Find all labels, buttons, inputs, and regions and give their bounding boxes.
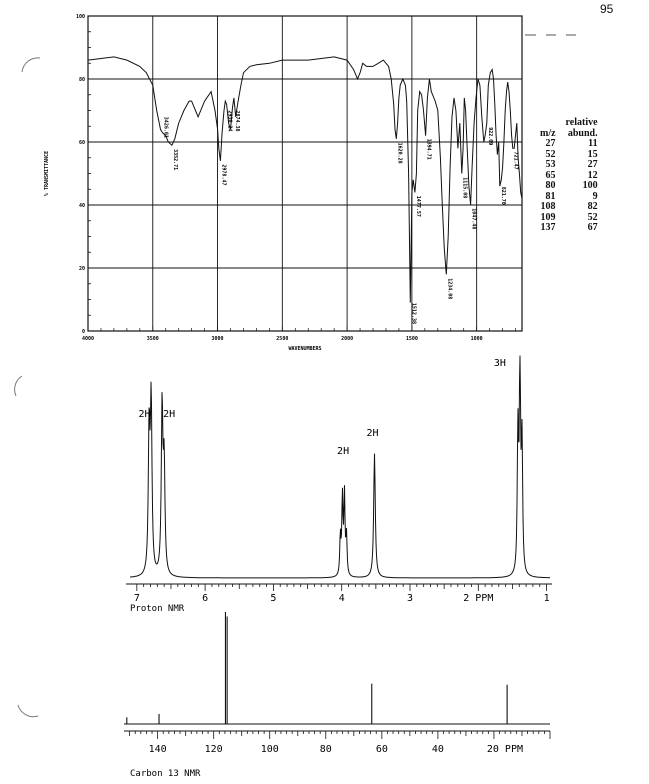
ms-row: 108 82 bbox=[540, 201, 598, 213]
ir-y-tick-label: 20 bbox=[79, 266, 85, 272]
carbon-tick-label: 100 bbox=[261, 744, 279, 755]
ms-abundance: 15 bbox=[587, 148, 598, 160]
ir-x-tick-label: 3000 bbox=[212, 336, 224, 342]
proton-tick-label: 4 bbox=[339, 593, 345, 604]
ir-x-tick-label: 1500 bbox=[406, 336, 418, 342]
proton-tick-label: 3 bbox=[407, 593, 413, 604]
proton-integration-label: 2H bbox=[366, 428, 378, 439]
ir-y-tick-label: 40 bbox=[79, 203, 85, 209]
ir-peak-label: 2874.38 bbox=[234, 111, 240, 132]
ms-mz: 109 bbox=[540, 211, 556, 223]
ir-x-tick-label: 1000 bbox=[471, 336, 483, 342]
ms-abundance: 82 bbox=[587, 201, 598, 212]
ms-row: 52 15 bbox=[540, 148, 598, 161]
ir-y-tick-label: 80 bbox=[79, 77, 85, 83]
ir-y-tick-label: 60 bbox=[79, 140, 85, 146]
ir-x-tick-label: 3500 bbox=[147, 336, 159, 342]
proton-integration-label: 2H bbox=[337, 446, 349, 457]
ir-peak-label: 1620.28 bbox=[396, 143, 402, 164]
carbon-nmr-spectrum: 140 120 100 80 60 40 20 PPM Carbon 13 NMR bbox=[124, 612, 551, 779]
ir-peak-label: 1234.08 bbox=[446, 278, 452, 299]
carbon-tick-label: 120 bbox=[205, 744, 223, 755]
ir-peak-label: 922.09 bbox=[487, 127, 493, 145]
carbon-tick-label: 140 bbox=[149, 744, 167, 755]
ms-row: 109 52 bbox=[540, 211, 598, 224]
ir-peak-label: 721.47 bbox=[513, 152, 519, 170]
ms-mz: 81 bbox=[545, 190, 556, 202]
ms-row: 137 67 bbox=[540, 222, 598, 234]
ms-mz: 27 bbox=[545, 138, 556, 149]
ir-peak-label: 1512.38 bbox=[410, 303, 416, 324]
ms-abundance: 67 bbox=[587, 222, 598, 233]
ms-abundance: 100 bbox=[582, 180, 598, 191]
proton-tick-label: 5 bbox=[270, 593, 276, 604]
ms-header-abund: abund. bbox=[567, 127, 598, 139]
ir-y-axis-title: % TRANSMITTANCE bbox=[44, 151, 50, 196]
ir-peak-label: 1477.57 bbox=[415, 196, 421, 217]
ir-peak-label: 3352.71 bbox=[172, 149, 178, 170]
proton-integration-label: 2H bbox=[138, 409, 150, 420]
proton-tick-label: 7 bbox=[134, 593, 140, 604]
ir-peak-label: 1047.48 bbox=[471, 208, 477, 229]
ms-header-relative: relative bbox=[565, 117, 598, 128]
ir-peak-label: 2978.47 bbox=[220, 164, 226, 185]
ms-row: 53 27 bbox=[540, 159, 598, 171]
ms-row: 80 100 bbox=[540, 180, 598, 192]
ir-x-tick-label: 4000 bbox=[82, 336, 94, 342]
carbon-tick-label: 60 bbox=[376, 744, 388, 755]
ir-peak-label: 2930.24 bbox=[227, 111, 233, 132]
proton-tick-label: 1 bbox=[544, 593, 550, 604]
proton-axis-title: Proton NMR bbox=[130, 604, 185, 614]
ms-row: 65 12 bbox=[540, 169, 598, 182]
proton-tick-label: 2 PPM bbox=[463, 593, 493, 604]
ir-y-tick-label: 100 bbox=[76, 14, 85, 20]
ir-peak-label: 1394.71 bbox=[426, 139, 432, 160]
ms-mz: 137 bbox=[540, 222, 556, 233]
ir-peak-label: 821.70 bbox=[500, 187, 506, 205]
page-number: 95 bbox=[600, 2, 614, 16]
ir-peak-label: 3426.01 bbox=[162, 117, 168, 138]
ir-peak-label: 1115.08 bbox=[462, 177, 468, 198]
ms-mz: 65 bbox=[545, 169, 556, 181]
ms-mz: 53 bbox=[545, 159, 556, 170]
ms-abundance: 52 bbox=[587, 211, 598, 223]
ms-mz: 108 bbox=[540, 201, 556, 212]
carbon-axis-title: Carbon 13 NMR bbox=[130, 769, 201, 779]
ir-x-tick-label: 2500 bbox=[276, 336, 288, 342]
ms-mz: 80 bbox=[545, 180, 556, 191]
ir-y-tick-label: 0 bbox=[82, 329, 85, 335]
ms-row: 27 11 bbox=[540, 138, 598, 150]
ir-x-tick-label: 2000 bbox=[341, 336, 353, 342]
carbon-tick-label: 80 bbox=[320, 744, 332, 755]
proton-tick-label: 6 bbox=[202, 593, 208, 604]
ms-abundance: 9 bbox=[592, 190, 598, 202]
proton-integration-label: 3H bbox=[494, 358, 506, 369]
proton-nmr-trace bbox=[129, 355, 550, 579]
ir-x-axis-title: WAVENUMBERS bbox=[288, 346, 321, 352]
ms-abundance: 11 bbox=[588, 138, 598, 149]
ms-mz: 52 bbox=[545, 148, 556, 160]
ms-abundance: 27 bbox=[587, 159, 598, 170]
carbon-tick-label: 40 bbox=[432, 744, 444, 755]
ir-transmittance-line bbox=[87, 56, 523, 303]
ms-row: 81 9 bbox=[540, 190, 598, 203]
carbon-tick-label: 20 PPM bbox=[487, 744, 523, 755]
ms-header-mz: m/z bbox=[540, 127, 556, 139]
ms-abundance: 12 bbox=[587, 169, 598, 181]
proton-integration-label: 2H bbox=[163, 409, 175, 420]
proton-nmr-spectrum: 7 6 5 4 3 2 PPM 1 Proton NMR 2H 2H 2H 2H 3H bbox=[126, 355, 552, 614]
mass-spec-table: relative m/z abund. 27 11 52 15 53 27 65 12 80 100… bbox=[540, 117, 598, 234]
